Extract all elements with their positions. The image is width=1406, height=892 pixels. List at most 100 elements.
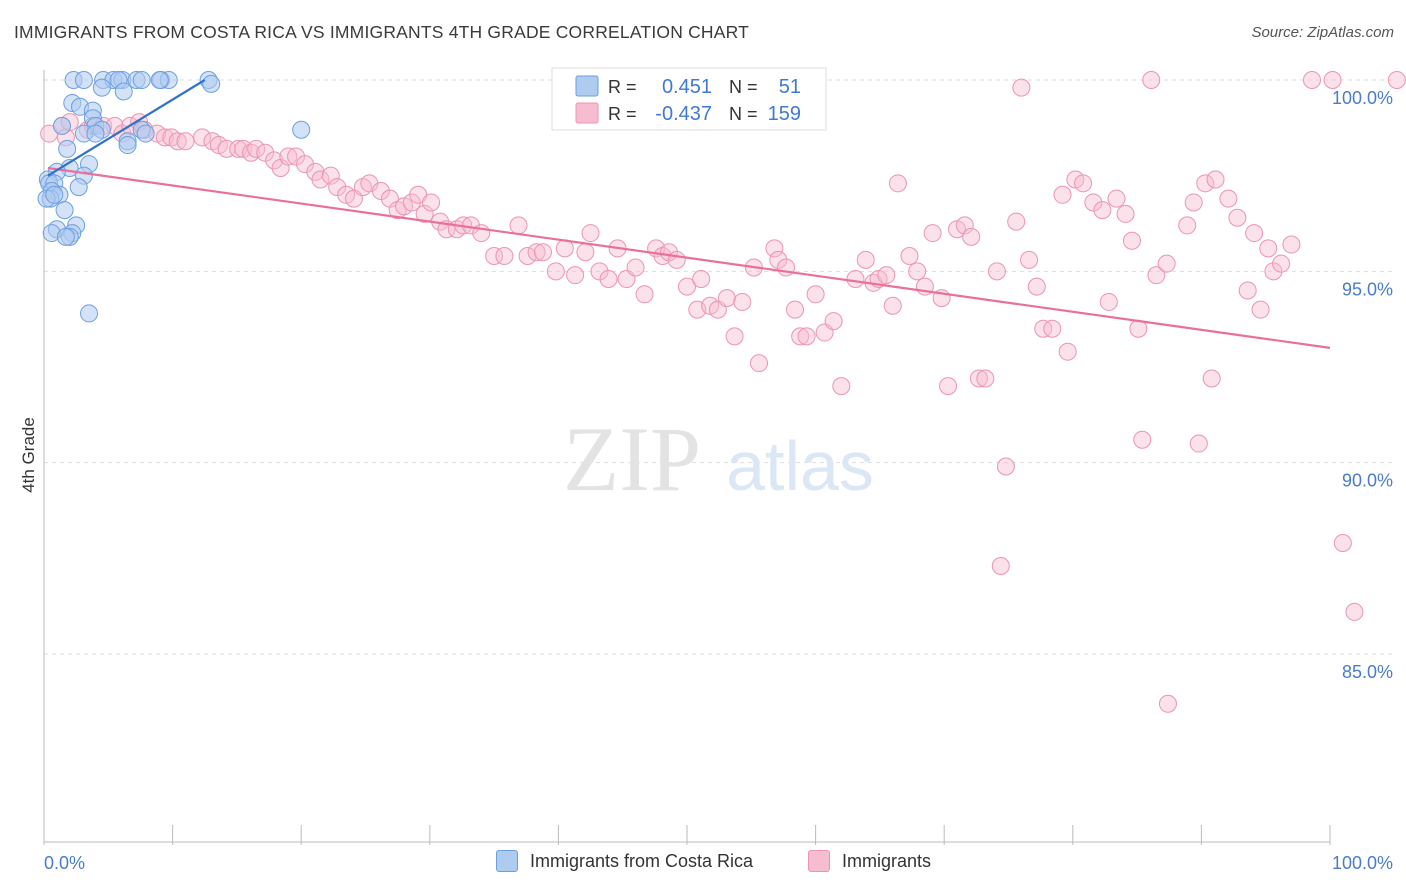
data-point-immigrants xyxy=(422,193,441,212)
data-point-immigrants xyxy=(786,300,805,319)
trend-lines xyxy=(47,79,1331,349)
data-point-immigrants xyxy=(1147,266,1166,285)
data-point-immigrants xyxy=(546,262,565,281)
data-point-immigrants xyxy=(1122,231,1141,250)
data-point-costa-rica xyxy=(74,71,93,89)
data-point-immigrants xyxy=(518,247,537,266)
data-point-immigrants xyxy=(877,266,896,285)
legend-swatch-blue xyxy=(575,75,599,97)
data-point-immigrants xyxy=(1302,71,1321,89)
data-point-immigrants xyxy=(566,266,585,285)
watermark-atlas: atlas xyxy=(726,427,874,505)
legend-swatch-pink xyxy=(808,850,830,872)
data-point-immigrants xyxy=(1272,254,1291,273)
y-tick-label: 95.0% xyxy=(1342,279,1393,299)
data-point-immigrants xyxy=(533,243,552,262)
data-point-costa-rica xyxy=(53,116,72,135)
data-point-immigrants xyxy=(1206,170,1225,189)
data-point-immigrants xyxy=(1282,235,1301,254)
data-point-immigrants xyxy=(1158,694,1177,713)
watermark: ZIP atlas xyxy=(563,408,874,510)
data-point-costa-rica xyxy=(202,74,221,93)
data-point-immigrants xyxy=(962,227,981,246)
data-point-immigrants xyxy=(527,243,546,262)
data-point-immigrants xyxy=(856,250,875,269)
data-point-immigrants xyxy=(193,128,212,147)
data-point-immigrants xyxy=(1196,174,1215,193)
data-point-costa-rica xyxy=(55,201,74,220)
data-point-immigrants xyxy=(806,285,825,304)
x-tick-label: 100.0% xyxy=(1332,853,1393,873)
data-point-immigrants xyxy=(883,296,902,315)
legend-item-immigrants[interactable]: Immigrants xyxy=(808,850,931,872)
data-point-costa-rica xyxy=(80,304,99,323)
data-point-immigrants xyxy=(1142,71,1161,89)
data-point-immigrants xyxy=(1323,71,1342,89)
data-point-immigrants xyxy=(717,289,736,308)
data-point-costa-rica xyxy=(114,82,133,101)
legend-label: Immigrants xyxy=(842,850,932,871)
data-point-immigrants xyxy=(287,147,306,166)
data-point-immigrants xyxy=(1027,277,1046,296)
data-point-immigrants xyxy=(667,250,686,269)
data-point-immigrants xyxy=(176,132,195,151)
data-point-immigrants xyxy=(415,204,434,223)
data-point-immigrants xyxy=(1264,262,1283,281)
data-point-immigrants xyxy=(1184,193,1203,212)
y-axis-label: 4th Grade xyxy=(19,417,38,493)
data-point-immigrants xyxy=(1333,534,1352,553)
data-point-immigrants xyxy=(996,457,1015,476)
data-point-immigrants xyxy=(900,247,919,266)
data-point-costa-rica xyxy=(92,78,111,97)
data-point-costa-rica xyxy=(150,71,169,89)
data-point-immigrants xyxy=(1133,430,1152,449)
legend-n-label: N = xyxy=(729,104,758,124)
legend-swatch-blue xyxy=(496,850,518,872)
data-point-immigrants xyxy=(265,151,284,170)
legend-n-value: 51 xyxy=(779,76,801,98)
grid-lines xyxy=(44,79,1394,655)
data-point-immigrants xyxy=(1189,434,1208,453)
data-point-immigrants xyxy=(495,247,514,266)
data-point-immigrants xyxy=(635,285,654,304)
data-point-immigrants xyxy=(955,216,974,235)
data-point-immigrants xyxy=(1157,254,1176,273)
data-point-immigrants xyxy=(1012,78,1031,97)
source-label: Source: ZipAtlas.com xyxy=(1251,24,1394,41)
data-point-immigrants xyxy=(1020,250,1039,269)
data-point-immigrants xyxy=(168,132,187,151)
data-point-immigrants xyxy=(590,262,609,281)
data-point-immigrants xyxy=(581,224,600,243)
data-point-immigrants xyxy=(1245,224,1264,243)
data-point-immigrants xyxy=(969,369,988,388)
data-point-immigrants xyxy=(1093,201,1112,220)
trend-line-immigrants xyxy=(47,166,1331,349)
data-point-immigrants xyxy=(1084,193,1103,212)
data-point-immigrants xyxy=(1259,239,1278,258)
data-point-immigrants xyxy=(1251,300,1270,319)
y-tick-label: 90.0% xyxy=(1342,471,1393,491)
data-point-immigrants xyxy=(987,262,1006,281)
data-point-immigrants xyxy=(626,258,645,277)
data-point-immigrants xyxy=(765,239,784,258)
legend-r-label: R = xyxy=(608,77,637,97)
trend-line-costa-rica xyxy=(47,79,206,177)
data-point-immigrants xyxy=(733,292,752,311)
axes: 85.0% 90.0% 95.0% 100.0% 0.0% 100.0% xyxy=(43,70,1393,873)
data-point-immigrants xyxy=(678,277,696,296)
data-point-costa-rica xyxy=(45,185,64,204)
data-point-immigrants xyxy=(311,170,330,189)
data-point-immigrants xyxy=(908,262,927,281)
data-point-costa-rica xyxy=(58,139,77,158)
data-point-immigrants xyxy=(485,247,504,266)
data-point-immigrants xyxy=(939,377,958,396)
data-point-immigrants xyxy=(1238,281,1257,300)
data-point-costa-rica xyxy=(118,136,137,155)
data-point-immigrants xyxy=(1219,189,1238,208)
legend-item-costa-rica[interactable]: Immigrants from Costa Rica xyxy=(496,850,753,872)
y-tick-label: 100.0% xyxy=(1332,88,1393,108)
data-point-immigrants xyxy=(321,166,340,185)
data-point-immigrants xyxy=(328,178,347,197)
watermark-zip: ZIP xyxy=(563,408,701,510)
chart-title: IMMIGRANTS FROM COSTA RICA VS IMMIGRANTS… xyxy=(14,22,750,42)
